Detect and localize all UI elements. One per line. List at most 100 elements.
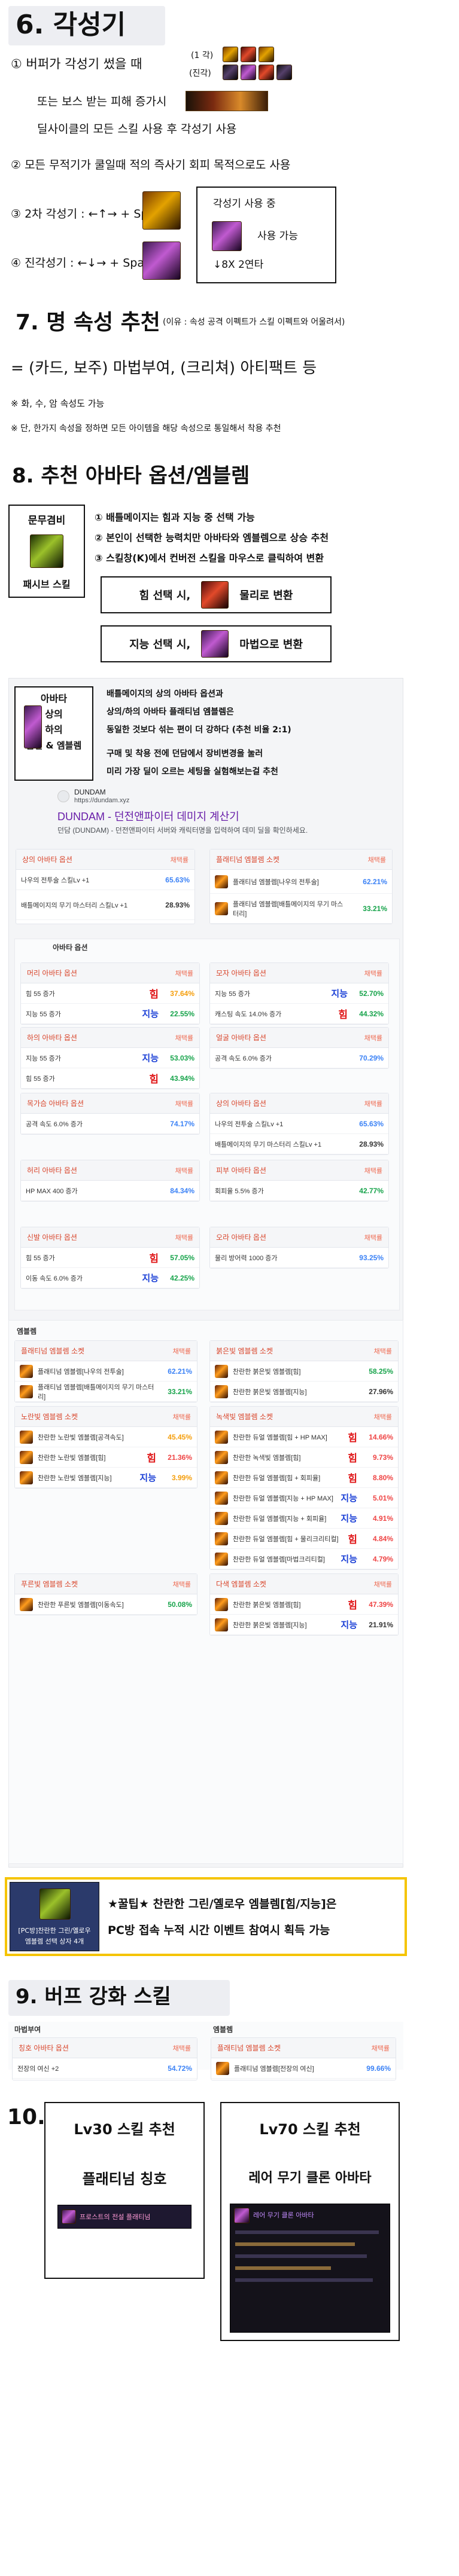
pc-bang-box-image: [PC방]찬란한 그린/옐로우 엠블렘 선택 상자 4개 <box>10 1882 99 1951</box>
option-name: 지능 55 증가 <box>26 1010 61 1018</box>
stat-tag: 힘 <box>149 989 159 1001</box>
avatar-info-1: 배틀메이지의 상의 아바타 옵션과 <box>107 689 223 699</box>
rate-header: 채택률 <box>172 1581 191 1588</box>
skill-icon <box>241 47 256 62</box>
usage-box-title: 각성기 사용 중 <box>213 198 276 210</box>
stat-tag: 지능 <box>142 1009 159 1019</box>
option-name: 공격 속도 6.0% 증가 <box>26 1120 83 1128</box>
table-row: 전장의 여신 +2 54.72% <box>13 2058 197 2079</box>
stat-tag: 힘 <box>348 1534 357 1546</box>
stat-tag: 지능 <box>331 988 348 999</box>
option-rate: 42.77% <box>359 1186 384 1195</box>
lv70-subtitle: 레어 무기 클론 아바타 <box>248 2171 372 2186</box>
option-rate: 84.34% <box>170 1186 194 1195</box>
option-rate: 44.32% <box>359 1009 384 1018</box>
option-name: 나우의 전투술 스킬Lv +1 <box>21 876 90 884</box>
section-10-title: 10. <box>7 2105 45 2129</box>
section-7-main: = (카드, 보주) 마법부여, (크리쳐) 아티팩트 등 <box>11 359 317 377</box>
int-conversion-box: 지능 선택 시, 마법으로 변환 <box>101 625 332 662</box>
option-rate: 50.08% <box>168 1600 192 1609</box>
conversion-skill-icon <box>201 581 229 609</box>
rate-header: 채택률 <box>373 1347 392 1355</box>
rate-header: 채택률 <box>367 856 386 864</box>
card-header: 다색 엠블렘 소켓 <box>216 1580 266 1588</box>
card-header: 상의 아바타 옵션 <box>22 855 72 864</box>
card-header: 녹색빛 엠블렘 소켓 <box>216 1413 273 1421</box>
option-rate: 21.36% <box>168 1453 192 1462</box>
emblem-icon <box>215 1491 228 1505</box>
dundam-link-card[interactable]: DUNDAM https://dundam.xyz DUNDAM - 던전앤파이… <box>57 788 405 838</box>
avatar-label-1: 아바타 <box>40 693 68 704</box>
option-rate: 52.70% <box>359 989 384 998</box>
lv70-item-name: 레어 무기 클론 아바타 <box>253 2211 314 2219</box>
awakening-1-label: (1 각) <box>191 51 214 60</box>
table-row: 찬란한 붉은빛 엠블렘[힘] 58.25% <box>210 1361 398 1382</box>
option-name: 회피율 5.5% 증가 <box>215 1187 264 1195</box>
emblem-icon <box>20 1450 33 1464</box>
dundam-favicon <box>57 790 69 802</box>
emblem-icon <box>215 1450 228 1464</box>
card-header: 피부 아바타 옵션 <box>216 1166 266 1175</box>
avatar-info-5: 미리 가장 딜이 오르는 세팅을 실험해보는걸 추천 <box>107 767 278 777</box>
emblem-rate: 62.21% <box>363 877 387 886</box>
rate-header: 채택률 <box>175 1100 193 1108</box>
emblem-icon <box>215 1471 228 1484</box>
section-7-reason: (이유 : 속성 공격 이펙트가 스킬 이펙트와 어울려서) <box>163 317 345 327</box>
table-row: 플래티넘 엠블렘[나우의 전투술] 62.21% <box>210 870 392 894</box>
table-row: 지능 55 증가 지능 53.03% <box>21 1048 199 1068</box>
option-name: 찬란한 듀얼 엠블렘[힘 + 회피율] <box>233 1474 321 1482</box>
table-row: 힘 55 증가 힘 43.94% <box>21 1068 199 1089</box>
table-row: 나우의 전투술 스킬Lv +1 65.63% <box>16 870 194 890</box>
table-row: 찬란한 듀얼 엠블렘[힘 + 물리크리티컬] 힘 4.84% <box>210 1529 398 1549</box>
str-conversion-left: 힘 선택 시, <box>139 589 191 602</box>
dundam-title-link[interactable]: DUNDAM - 던전앤파이터 데미지 계산기 <box>57 811 239 823</box>
stat-tag: 지능 <box>341 1619 357 1630</box>
lv30-item-name: 프로스트의 전설 플래티넘 <box>80 2213 151 2221</box>
option-rate: 5.01% <box>372 1493 393 1502</box>
rate-header: 채택률 <box>364 1034 382 1042</box>
option-rate: 33.21% <box>168 1387 192 1396</box>
card-header: 칭호 아바타 옵션 <box>19 2044 69 2052</box>
option-rate: 58.25% <box>369 1367 393 1376</box>
table-row: 플래티넘 엠블렘[배틀메이지의 무기 마스터리] 33.21% <box>15 1382 197 1402</box>
option-rate: 53.03% <box>170 1053 194 1062</box>
option-name: 힘 55 증가 <box>26 990 55 998</box>
option-name: 찬란한 듀얼 엠블렘[마법크리티컬] <box>233 1556 325 1563</box>
card-header: 모자 아바타 옵션 <box>216 969 266 977</box>
rate-header: 채택률 <box>175 970 193 977</box>
card-header: 붉은빛 엠블렘 소켓 <box>216 1347 273 1355</box>
int-conversion-right: 마법으로 변환 <box>239 638 303 651</box>
table-row: 나우의 전투술 스킬Lv +1 65.63% <box>210 1114 388 1134</box>
option-card: 얼굴 아바타 옵션 채택률 공격 속도 6.0% 증가 70.29% <box>209 1027 389 1069</box>
option-name: 찬란한 녹색빛 엠블렘[힘] <box>233 1454 301 1462</box>
usage-box-available: 사용 가능 <box>257 230 298 242</box>
stat-tag: 힘 <box>149 1074 159 1086</box>
table-row: 힘 55 증가 힘 37.64% <box>21 983 199 1004</box>
emblem-rate: 33.21% <box>363 904 387 913</box>
emblem-label: 엠블렘 <box>213 2025 233 2034</box>
awakening-usage-box: 각성기 사용 중 사용 가능 ↓8X 2연타 <box>196 187 336 283</box>
option-card: 녹색빛 엠블렘 소켓 채택률 찬란한 듀얼 엠블렘[힘 + HP MAX] 힘 14.6… <box>209 1406 399 1570</box>
avatar-info-2: 상의/하의 아바타 플래티넘 엠블렘은 <box>107 707 234 717</box>
skill-icon <box>259 65 274 80</box>
emblem-icon <box>20 1385 33 1398</box>
table-row: 찬란한 듀얼 엠블렘[마법크리티컬] 지능 4.79% <box>210 1549 398 1569</box>
option-rate: 47.39% <box>369 1600 393 1609</box>
option-name: 찬란한 노란빛 엠블렘[공격속도] <box>38 1434 124 1441</box>
rate-header: 채택률 <box>364 1167 382 1175</box>
conversion-skill-icon <box>201 630 229 658</box>
table-row: 플래티넘 엠블렘[전장의 여신] 99.66% <box>211 2058 396 2079</box>
emblem-icon <box>20 1364 33 1378</box>
awakening-line-2: 또는 보스 받는 피해 증가시 <box>37 95 167 108</box>
table-row: HP MAX 400 증가 84.34% <box>21 1181 199 1201</box>
avatar-icon <box>24 705 42 748</box>
table-row: 물리 방어력 1000 증가 93.25% <box>210 1248 388 1268</box>
table-row: 지능 55 증가 지능 22.55% <box>21 1004 199 1024</box>
table-row: 회피율 5.5% 증가 42.77% <box>210 1181 388 1201</box>
option-name: 찬란한 듀얼 엠블렘[힘 + HP MAX] <box>233 1434 327 1441</box>
awakening-skill-icon <box>212 221 242 251</box>
table-row: 배틀메이지의 무기 마스터리 스킬Lv +1 28.93% <box>210 1134 388 1154</box>
stat-tag: 지능 <box>341 1554 357 1564</box>
lv30-title: Lv30 스킬 추천 <box>74 2121 175 2138</box>
awakening-2nd-command: ③ 2차 각성기 : ←↑→ + Space <box>11 207 169 221</box>
